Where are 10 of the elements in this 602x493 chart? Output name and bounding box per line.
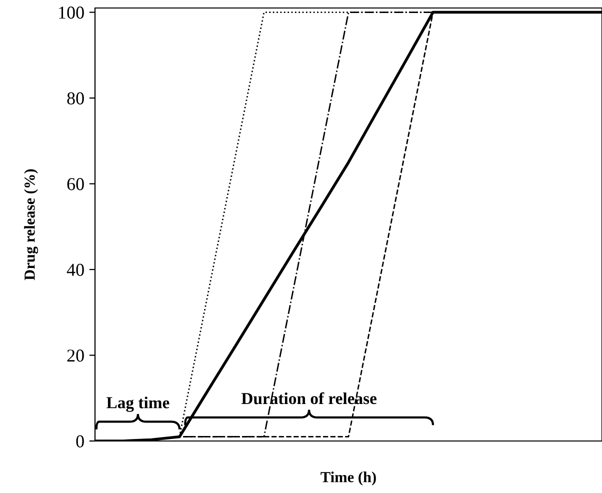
- y-tick-label: 20: [67, 350, 84, 362]
- y-tick-label: 80: [67, 92, 84, 104]
- x-axis-title: Time (h): [320, 472, 376, 486]
- y-axis-title: Drug release (%): [24, 169, 38, 280]
- annotation: Duration of release: [241, 392, 377, 404]
- y-tick-label: 60: [67, 178, 84, 190]
- y-tick-label: 40: [66, 264, 84, 276]
- annotation: Lag time: [106, 396, 170, 412]
- y-tick-label: 0: [76, 435, 84, 448]
- y-tick-label: 100: [59, 6, 84, 19]
